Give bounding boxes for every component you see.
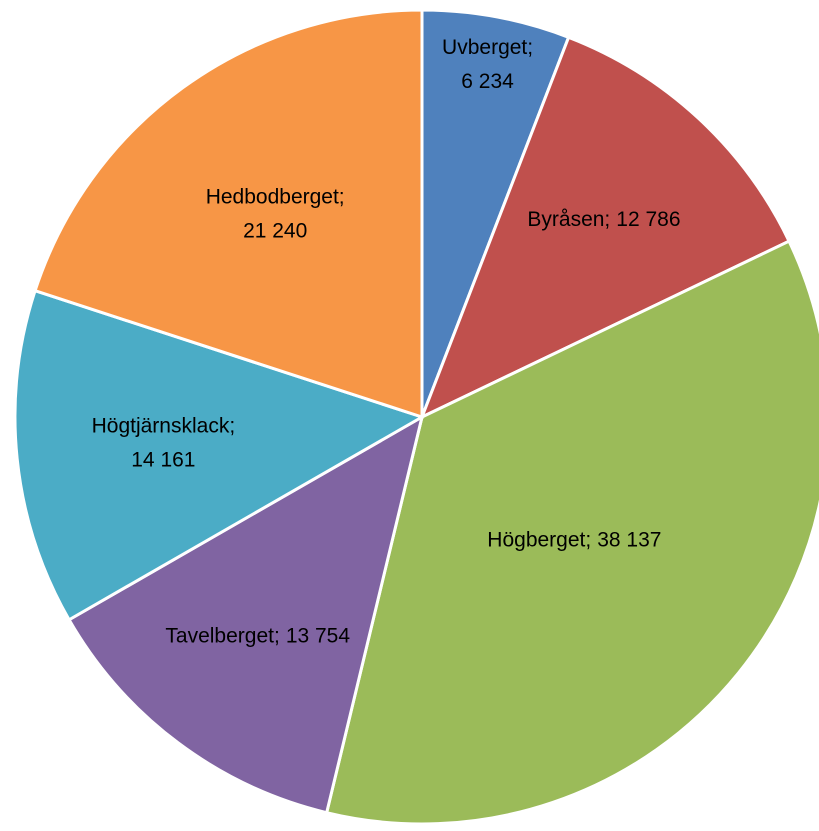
data-label: Högtjärnsklack; 14 161 xyxy=(92,414,236,471)
value-label: 21 240 xyxy=(243,219,307,242)
pie-slice xyxy=(420,8,571,418)
data-label: Hedbodberget; 21 240 xyxy=(206,185,345,242)
pie-slice xyxy=(419,35,792,420)
category-name: Högberget; xyxy=(487,528,591,551)
value-label: 6 234 xyxy=(461,70,514,93)
data-label: Uvberget; 6 234 xyxy=(442,36,533,93)
pie-slice xyxy=(33,8,424,420)
category-name: Uvberget; xyxy=(442,36,533,59)
value-label: 14 161 xyxy=(131,448,195,471)
pie-slice xyxy=(67,413,425,815)
category-name: Högtjärnsklack; xyxy=(92,414,236,437)
data-label: Byråsen; 12 786 xyxy=(527,208,680,231)
value-label: 12 786 xyxy=(616,208,680,231)
value-label: 13 754 xyxy=(286,624,351,647)
value-label: 38 137 xyxy=(597,528,661,551)
data-label: Tavelberget; 13 754 xyxy=(165,624,350,647)
pie-slice xyxy=(324,239,819,826)
category-name: Byråsen; xyxy=(527,208,610,231)
pie-slice xyxy=(13,288,426,622)
category-name: Hedbodberget; xyxy=(206,185,345,208)
data-label: Högberget; 38 137 xyxy=(487,528,661,551)
category-name: Tavelberget; xyxy=(165,624,279,647)
